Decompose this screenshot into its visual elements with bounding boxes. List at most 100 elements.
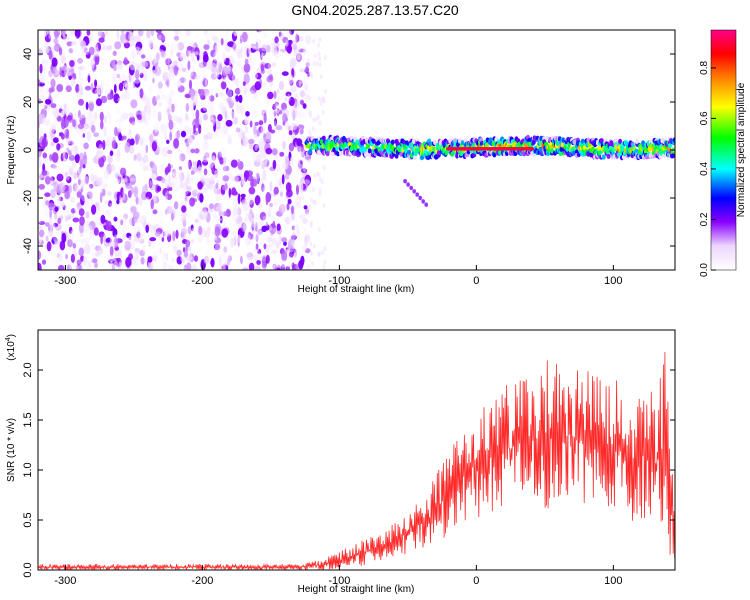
spectrogram-cell bbox=[273, 264, 277, 270]
spectrogram-cell bbox=[200, 148, 205, 156]
spectrogram-cell bbox=[258, 141, 265, 152]
spectrogram-cell bbox=[184, 76, 187, 87]
spectrogram-cell bbox=[100, 233, 103, 245]
spectrogram-cell bbox=[82, 256, 87, 266]
spectrogram-cell bbox=[223, 156, 227, 164]
spectrogram-cell bbox=[75, 264, 79, 270]
spectrogram-cell bbox=[232, 42, 237, 52]
spectrogram-cell bbox=[273, 227, 278, 234]
spectrogram-cell bbox=[144, 183, 148, 191]
spectrogram-cell bbox=[151, 110, 156, 115]
spectrogram-cell bbox=[67, 127, 73, 134]
spectrogram-cell bbox=[53, 222, 59, 228]
spectrogram-x-tick-label: 100 bbox=[604, 275, 622, 287]
spectrogram-cell bbox=[186, 256, 191, 262]
spectrogram-cell bbox=[116, 30, 120, 40]
spectrogram-cell bbox=[217, 211, 225, 216]
spectrogram-cell bbox=[50, 176, 55, 181]
spectrogram-cell bbox=[276, 108, 280, 117]
spectrogram-cell bbox=[241, 47, 246, 58]
spectrogram-cell bbox=[74, 153, 80, 164]
spectrogram-cell bbox=[218, 147, 226, 158]
spectrogram-cell bbox=[325, 151, 330, 157]
spectrogram-cell bbox=[70, 147, 76, 154]
spectrogram-cell bbox=[52, 251, 58, 258]
spectrogram-cell bbox=[203, 128, 207, 135]
spectrogram-cell bbox=[135, 263, 142, 270]
spectrogram-cell bbox=[46, 241, 52, 252]
spectrogram-cell bbox=[140, 54, 146, 59]
spectrogram-cell bbox=[274, 101, 279, 107]
spectrogram-cell bbox=[115, 106, 121, 116]
spectrogram-cell bbox=[79, 159, 84, 169]
spectrogram-cell bbox=[128, 236, 132, 241]
spectrogram-cell bbox=[158, 166, 162, 175]
spectrogram-cell bbox=[305, 62, 310, 67]
spectrogram-cell bbox=[213, 121, 217, 132]
spectrogram-cell bbox=[51, 164, 58, 170]
spectrogram-cell bbox=[323, 246, 327, 252]
spectrogram-cell bbox=[239, 104, 245, 115]
spectrogram-cell bbox=[89, 60, 96, 66]
spectrogram-cell bbox=[174, 243, 179, 252]
spectrogram-cell bbox=[86, 130, 92, 141]
spectrogram-cell bbox=[70, 42, 74, 47]
spectrogram-cell bbox=[76, 191, 82, 199]
spectrogram-cell bbox=[226, 96, 233, 105]
spectrogram-cell bbox=[177, 117, 181, 124]
spectrogram-cell bbox=[54, 255, 57, 265]
spectrogram-cell bbox=[183, 200, 189, 206]
spectrogram-cell bbox=[76, 233, 80, 244]
spectrogram-cell bbox=[308, 149, 313, 155]
spectrogram-cell bbox=[112, 228, 118, 238]
spectrogram-cell bbox=[219, 215, 223, 224]
spectrogram-cell bbox=[124, 142, 131, 153]
spectrogram-cell bbox=[78, 247, 85, 257]
spectrogram-cell bbox=[298, 259, 304, 270]
spectrogram-cell bbox=[156, 185, 162, 192]
spectrogram-cell bbox=[257, 252, 261, 258]
spectrogram-cell bbox=[38, 262, 42, 270]
spectrogram-cell bbox=[275, 125, 283, 131]
spectrogram-cell bbox=[311, 126, 315, 132]
spectrogram-cell bbox=[317, 226, 321, 232]
spectrogram-cell bbox=[157, 206, 162, 212]
spectrogram-cell bbox=[280, 264, 286, 270]
spectrogram-cell bbox=[194, 189, 199, 193]
spectrogram-cell bbox=[277, 76, 280, 87]
spectrogram-cell bbox=[238, 94, 243, 104]
spectrogram-cell bbox=[279, 190, 283, 197]
spectrogram-cell bbox=[289, 234, 297, 240]
spectrogram-cell bbox=[269, 177, 273, 183]
spectrogram-cell bbox=[107, 154, 113, 165]
spectrogram-y-label: Frequency (Hz) bbox=[6, 116, 17, 185]
spectrogram-cell bbox=[216, 39, 220, 46]
spectrogram-cell bbox=[157, 87, 163, 95]
spectrogram-cell bbox=[290, 85, 297, 93]
spectrogram-cell bbox=[154, 127, 159, 133]
spectrogram-cell bbox=[262, 161, 267, 172]
spectrogram-cell bbox=[66, 176, 72, 184]
spectrogram-cell bbox=[64, 190, 71, 200]
spectrogram-cell bbox=[171, 103, 175, 113]
spectrogram-cell bbox=[309, 241, 313, 247]
spectrogram-cell bbox=[322, 165, 326, 171]
spectrogram-cell bbox=[265, 54, 272, 60]
spectrogram-cell bbox=[77, 168, 81, 174]
spectrogram-cell bbox=[120, 30, 125, 34]
spectrogram-cell bbox=[255, 72, 262, 80]
spectrogram-cell bbox=[253, 124, 257, 135]
spectrogram-cell bbox=[199, 193, 204, 203]
spectrogram-cell bbox=[261, 160, 266, 170]
snr-y-ticks: 0.0 0.5 1.0 1.5 2.0 bbox=[22, 362, 675, 578]
spectrogram-cell bbox=[124, 240, 131, 251]
spectrogram-x-tick-label: -200 bbox=[191, 275, 213, 287]
snr-y-scale-exponent: 4 bbox=[5, 337, 12, 341]
spectrogram-cell bbox=[120, 260, 127, 270]
spectrogram-cell bbox=[494, 136, 499, 142]
spectrogram-cell bbox=[300, 168, 308, 174]
spectrogram-cell bbox=[186, 262, 192, 270]
spectrogram-cell bbox=[106, 100, 112, 108]
spectrogram-cell bbox=[115, 119, 122, 124]
spectrogram-cell bbox=[180, 230, 186, 240]
